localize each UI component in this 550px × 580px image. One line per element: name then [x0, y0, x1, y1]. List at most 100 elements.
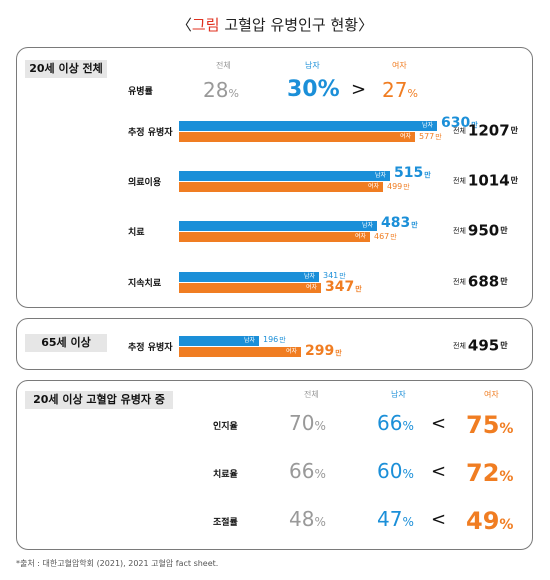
value-male-number: 341 — [323, 271, 339, 280]
value-female-number: 299 — [305, 343, 335, 359]
panel-adults-20plus: 20세 이상 전체 전체 남자 여자 유병률 28% 30% > 27% 추정 … — [16, 47, 533, 308]
category-label: 지속치료 — [128, 279, 162, 289]
panel-awareness-rates: 20세 이상 고혈압 유병자 중 전체 남자 여자 인지율 70% 66% <75% 치… — [16, 380, 533, 550]
rate-male-number: 47 — [377, 507, 403, 531]
rate-compare: < — [431, 413, 447, 434]
bar-male: 남자 — [179, 121, 437, 131]
total-value: 전체 495만 — [453, 335, 508, 355]
total-unit: 만 — [500, 341, 508, 350]
value-female: 467만 — [374, 232, 397, 242]
bar-female-label: 여자 — [354, 233, 366, 240]
bar-female: 여자 — [179, 232, 370, 242]
panel-tag: 20세 이상 전체 — [25, 60, 107, 78]
value-female-unit: 만 — [355, 285, 362, 293]
figure-title: 〈그림 고혈압 유병인구 현황〉 — [0, 14, 550, 35]
rate-male-number: 66 — [377, 411, 403, 435]
category-label: 추정 유병자 — [128, 128, 173, 138]
rate-label: 조절률 — [213, 518, 238, 528]
rate-female: 75% — [466, 411, 513, 439]
prevalence-female-value: 27 — [382, 78, 408, 102]
rate-male-pct: % — [402, 419, 414, 433]
prevalence-female-pct: % — [407, 87, 418, 100]
value-male: 341만 — [323, 271, 346, 281]
value-male: 483만 — [381, 215, 418, 231]
rate-label: 인지율 — [213, 422, 238, 432]
panel-tag: 20세 이상 고혈압 유병자 중 — [25, 391, 173, 409]
bar-male-label: 남자 — [243, 337, 255, 344]
value-female-unit: 만 — [435, 133, 442, 141]
col-head-female: 여자 — [484, 390, 499, 399]
rate-total-number: 48 — [289, 507, 315, 531]
category-label: 의료이용 — [128, 178, 162, 188]
rate-total-pct: % — [314, 419, 326, 433]
title-close-bracket: 〉 — [358, 16, 374, 34]
bar-female: 여자 — [179, 182, 383, 192]
rate-male-pct: % — [402, 515, 414, 529]
total-unit: 만 — [510, 126, 519, 135]
total-unit: 만 — [510, 176, 519, 185]
value-female-unit: 만 — [403, 183, 410, 191]
rate-female-number: 49 — [466, 507, 500, 535]
value-male-number: 483 — [381, 215, 411, 231]
value-female-number: 467 — [374, 232, 390, 241]
rate-male-pct: % — [402, 467, 414, 481]
title-text: 고혈압 유병인구 현황 — [224, 16, 359, 34]
total-value: 전체 1014만 — [453, 170, 518, 190]
value-female: 347만 — [325, 279, 362, 295]
value-male: 196만 — [263, 335, 286, 345]
total-number: 495 — [467, 336, 500, 355]
total-value: 전체 950만 — [453, 220, 508, 240]
bar-male-label: 남자 — [374, 172, 386, 179]
rate-total: 70% — [289, 411, 326, 435]
prevalence-compare: > — [351, 79, 367, 100]
total-label: 전체 — [453, 226, 466, 235]
value-male-number: 196 — [263, 335, 279, 344]
bar-female: 여자 — [179, 132, 415, 142]
value-female-number: 499 — [387, 182, 403, 191]
col-head-female: 여자 — [392, 61, 407, 70]
title-open-bracket: 〈 — [176, 16, 192, 34]
bar-female: 여자 — [179, 283, 321, 293]
value-female: 299만 — [305, 343, 342, 359]
bar-male-label: 남자 — [361, 222, 373, 229]
value-male-unit: 만 — [424, 171, 431, 179]
total-number: 688 — [467, 272, 500, 291]
bar-female-label: 여자 — [285, 348, 297, 355]
bar-male: 남자 — [179, 171, 390, 181]
col-head-total: 전체 — [216, 61, 231, 70]
rate-total-number: 66 — [289, 459, 315, 483]
value-female-number: 347 — [325, 279, 355, 295]
rate-female-number: 75 — [466, 411, 500, 439]
bar-male: 남자 — [179, 336, 259, 346]
rate-compare: < — [431, 461, 447, 482]
col-head-male: 남자 — [391, 390, 406, 399]
total-label: 전체 — [453, 126, 466, 135]
rate-male: 60% — [377, 459, 414, 483]
rate-total: 48% — [289, 507, 326, 531]
rate-total-pct: % — [314, 515, 326, 529]
value-male-number: 515 — [394, 165, 424, 181]
rate-label: 치료율 — [213, 470, 238, 480]
category-label: 치료 — [128, 228, 145, 238]
prevalence-total-value: 28 — [203, 78, 229, 102]
value-female-number: 577 — [419, 132, 435, 141]
col-head-male: 남자 — [305, 61, 320, 70]
total-label: 전체 — [453, 277, 466, 286]
prevalence-male: 30% — [287, 77, 340, 102]
title-accent: 그림 — [191, 16, 220, 34]
total-value: 전체 688만 — [453, 271, 508, 291]
bar-male: 남자 — [179, 272, 319, 282]
row-label-prevalence: 유병률 — [128, 87, 153, 97]
panel-elderly-65plus: 65세 이상 추정 유병자 남자 여자 196만 299만 전체 495만 — [16, 318, 533, 370]
rate-female-number: 72 — [466, 459, 500, 487]
category-label: 추정 유병자 — [128, 343, 173, 353]
total-number: 1207 — [467, 121, 510, 140]
total-unit: 만 — [500, 277, 508, 286]
value-male-unit: 만 — [339, 272, 346, 280]
source-note: *출처 : 대한고혈압학회 (2021), 2021 고혈압 fact shee… — [16, 559, 219, 568]
total-number: 1014 — [467, 171, 510, 190]
prevalence-male-value: 30 — [287, 77, 318, 102]
prevalence-total-pct: % — [228, 87, 239, 100]
prevalence-total: 28% — [203, 78, 239, 102]
col-head-total: 전체 — [304, 390, 319, 399]
